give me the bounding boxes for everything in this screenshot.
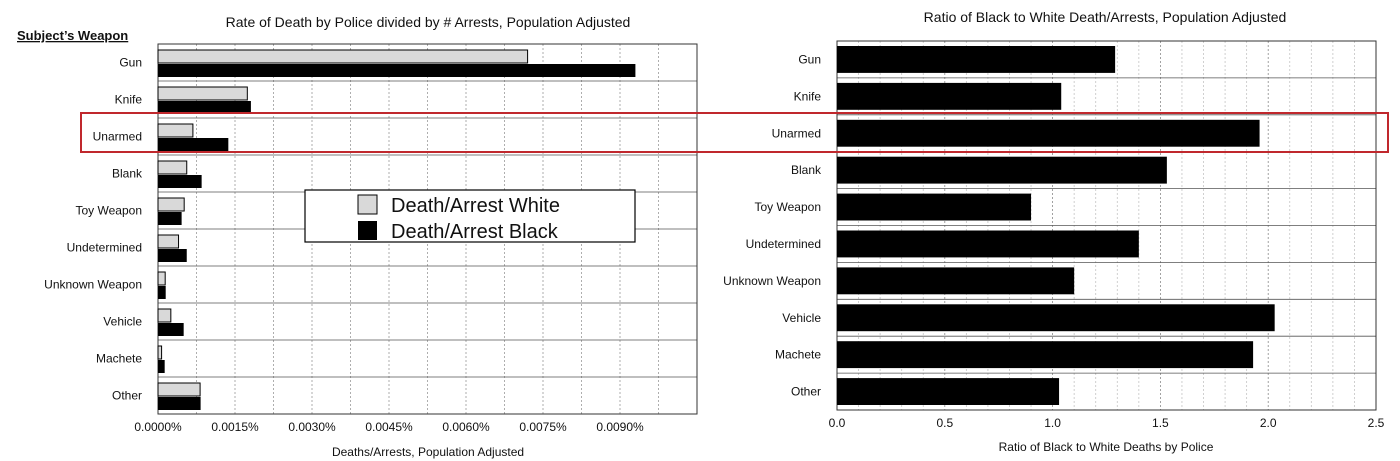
left-x-tick-label: 0.0060%	[442, 420, 490, 434]
bar-black-knife	[158, 101, 251, 114]
right-x-axis-label: Ratio of Black to White Deaths by Police	[999, 440, 1214, 454]
right-x-tick-label: 0.0	[829, 416, 846, 430]
bar-white-undetermined	[157, 234, 180, 249]
bar-ratio-knife	[837, 82, 1062, 110]
right-x-tick-label: 0.5	[936, 416, 953, 430]
left-category-label: Vehicle	[103, 315, 142, 329]
left-category-label: Unknown Weapon	[44, 278, 142, 292]
bar-black-machete	[158, 360, 165, 373]
left-x-tick-label: 0.0045%	[365, 420, 413, 434]
right-x-tick-label: 2.5	[1368, 416, 1385, 430]
left-x-tick-label: 0.0075%	[519, 420, 567, 434]
right-tick-labels: 0.0 0.5 1.0 1.5 2.0 2.5	[829, 416, 1385, 430]
left-x-tick-label: 0.0000%	[134, 420, 182, 434]
right-category-label: Unarmed	[772, 126, 821, 140]
bar-black-toy-weapon	[158, 212, 182, 225]
legend: Death/Arrest White Death/Arrest Black	[304, 189, 636, 243]
bar-ratio-undetermined	[837, 230, 1139, 258]
bar-black-other	[158, 397, 201, 410]
bar-white-machete	[157, 345, 163, 360]
right-x-tick-label: 2.0	[1260, 416, 1277, 430]
left-chart-header: Subject’s Weapon	[17, 28, 128, 43]
legend-swatch-black	[358, 221, 377, 240]
bar-white-blank	[157, 160, 188, 175]
left-x-tick-label: 0.0015%	[211, 420, 259, 434]
bar-white-other	[157, 382, 201, 397]
left-tick-labels: 0.0000% 0.0015% 0.0030% 0.0045% 0.0060% 0.007…	[134, 420, 644, 434]
right-category-label: Unknown Weapon	[723, 274, 821, 288]
bar-black-unknown-weapon	[158, 286, 166, 299]
right-category-label: Vehicle	[782, 311, 821, 325]
bar-white-knife	[157, 86, 248, 101]
bar-black-undetermined	[158, 249, 187, 262]
legend-label-white: Death/Arrest White	[391, 195, 560, 217]
right-chart: Ratio of Black to White Death/Arrests, P…	[723, 9, 1385, 454]
left-x-axis-label: Deaths/Arrests, Population Adjusted	[332, 445, 524, 459]
right-x-tick-label: 1.5	[1152, 416, 1169, 430]
left-chart: Rate of Death by Police divided by # Arr…	[17, 14, 698, 459]
bar-white-toy-weapon	[157, 197, 185, 212]
right-category-label: Machete	[775, 348, 821, 362]
left-category-label: Gun	[119, 56, 142, 70]
bar-ratio-other	[837, 378, 1060, 405]
bar-ratio-unarmed	[837, 119, 1260, 147]
bar-black-gun	[158, 64, 636, 77]
legend-label-black: Death/Arrest Black	[391, 221, 559, 243]
bar-ratio-gun	[837, 46, 1116, 73]
right-category-labels: Gun Knife Unarmed Blank Toy Weapon Undetermin…	[723, 52, 822, 398]
bar-black-blank	[158, 175, 202, 188]
bar-black-vehicle	[158, 323, 184, 336]
unarmed-highlight-box	[80, 112, 1389, 153]
right-category-label: Blank	[791, 163, 822, 177]
left-category-label: Unarmed	[93, 130, 142, 144]
bar-white-unarmed	[157, 123, 194, 138]
right-chart-title: Ratio of Black to White Death/Arrests, P…	[924, 9, 1287, 25]
bar-ratio-vehicle	[837, 304, 1275, 332]
right-category-label: Toy Weapon	[755, 200, 822, 214]
left-category-label: Other	[112, 389, 142, 403]
left-chart-title: Rate of Death by Police divided by # Arr…	[226, 14, 631, 30]
left-plot-frame	[157, 43, 698, 415]
right-category-label: Undetermined	[746, 237, 821, 251]
left-category-label: Machete	[96, 352, 142, 366]
left-category-label: Knife	[115, 93, 143, 107]
right-category-label: Other	[791, 385, 821, 399]
left-x-tick-label: 0.0030%	[288, 420, 336, 434]
right-category-label: Knife	[794, 89, 822, 103]
bar-white-gun	[157, 49, 529, 64]
legend-swatch-white	[357, 194, 378, 215]
right-bars	[837, 46, 1275, 405]
bar-ratio-machete	[837, 341, 1254, 369]
left-category-labels: Gun Knife Unarmed Blank Toy Weapon Undetermin…	[44, 56, 143, 403]
right-x-tick-label: 1.0	[1044, 416, 1061, 430]
bar-black-unarmed	[158, 138, 229, 151]
left-bars	[157, 49, 636, 410]
bar-white-unknown-weapon	[157, 271, 166, 286]
bar-ratio-blank	[837, 156, 1167, 184]
bar-ratio-toy-weapon	[837, 193, 1032, 221]
right-category-label: Gun	[798, 52, 821, 66]
left-x-tick-label: 0.0090%	[596, 420, 644, 434]
right-plot-frame	[836, 40, 1377, 411]
bar-white-vehicle	[157, 308, 172, 323]
bar-ratio-unknown-weapon	[837, 267, 1075, 295]
left-category-label: Undetermined	[67, 241, 142, 255]
left-category-label: Blank	[112, 167, 143, 181]
left-category-label: Toy Weapon	[76, 204, 143, 218]
